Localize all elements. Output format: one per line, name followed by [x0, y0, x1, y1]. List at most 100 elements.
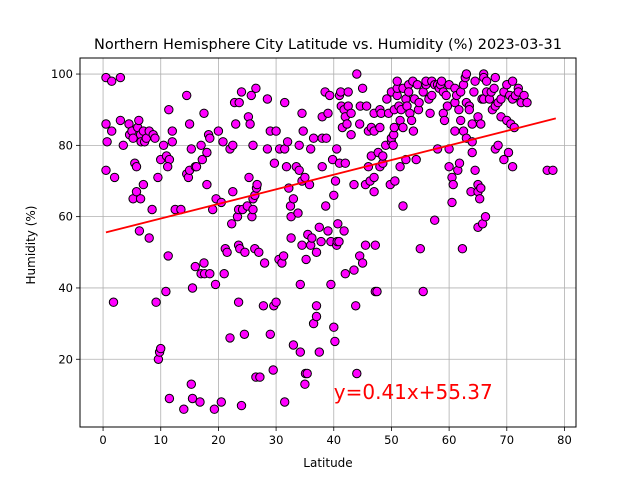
data-point [184, 119, 195, 129]
data-point [218, 137, 228, 147]
data-point [107, 76, 117, 86]
data-point [311, 247, 322, 258]
data-point [150, 133, 160, 143]
data-point [475, 194, 485, 204]
data-point [156, 343, 166, 354]
data-point [412, 80, 423, 90]
data-point [489, 83, 499, 94]
y-tick-label: 40 [58, 281, 73, 295]
data-point [308, 133, 319, 143]
data-point [294, 140, 304, 151]
x-tick-label: 60 [442, 433, 457, 447]
data-point [134, 226, 145, 236]
data-point [210, 279, 221, 290]
data-point [408, 126, 419, 136]
data-point [268, 365, 278, 375]
data-point [101, 165, 111, 176]
data-point [392, 76, 402, 86]
data-point [115, 115, 126, 126]
data-point [147, 204, 157, 215]
data-point [240, 247, 250, 258]
data-point [228, 140, 238, 151]
data-point [255, 372, 265, 382]
data-point [351, 301, 361, 311]
data-point [467, 119, 477, 129]
data-point [389, 122, 399, 133]
data-point [197, 154, 208, 165]
data-point [293, 208, 303, 218]
data-point [330, 336, 340, 347]
data-point [265, 329, 275, 339]
data-point [202, 179, 212, 190]
data-point [361, 101, 372, 111]
data-point [182, 90, 192, 101]
data-point [418, 286, 428, 297]
data-point [280, 397, 290, 407]
data-point [252, 179, 262, 190]
data-point [360, 240, 371, 250]
data-point [135, 194, 146, 204]
data-point [234, 97, 244, 108]
plot-frame [79, 57, 577, 428]
data-point [395, 162, 405, 172]
data-point [190, 261, 201, 272]
data-point [372, 286, 382, 297]
data-point [522, 97, 532, 108]
data-point [163, 162, 173, 172]
data-point [163, 251, 173, 261]
data-point [442, 101, 453, 111]
data-point [342, 119, 352, 129]
data-point [248, 140, 258, 151]
data-point [333, 219, 343, 229]
data-point [138, 179, 149, 190]
x-tick-label: 30 [269, 433, 284, 447]
data-point [464, 105, 474, 115]
data-points [101, 69, 558, 414]
data-point [254, 247, 264, 258]
data-point [295, 279, 305, 290]
data-point [297, 108, 307, 119]
data-point [213, 126, 224, 136]
data-point [339, 226, 349, 236]
data-point [316, 236, 326, 247]
data-point [346, 130, 356, 140]
data-point [454, 105, 464, 115]
data-point [321, 133, 331, 143]
data-point [414, 97, 424, 108]
data-point [251, 83, 261, 94]
data-point [195, 397, 205, 407]
data-point [134, 115, 144, 126]
data-point [382, 94, 392, 104]
data-point [179, 404, 189, 414]
data-point [378, 151, 388, 161]
data-point [108, 297, 119, 307]
data-point [259, 258, 270, 268]
data-point [231, 119, 241, 129]
data-point [355, 119, 365, 129]
data-point [161, 286, 171, 297]
data-point [317, 162, 327, 172]
data-point [109, 172, 120, 183]
data-point [271, 126, 281, 136]
data-point [153, 172, 163, 183]
data-point [199, 258, 209, 268]
data-point [280, 97, 290, 108]
data-point [269, 158, 280, 168]
data-point [302, 368, 312, 379]
data-point [370, 240, 380, 250]
x-tick-label: 40 [326, 433, 341, 447]
data-point [199, 108, 209, 119]
data-point [262, 144, 273, 154]
data-point [425, 108, 435, 119]
data-point [332, 144, 342, 154]
data-point [131, 162, 142, 172]
regression-line [105, 117, 557, 234]
data-point [415, 244, 425, 254]
data-point [118, 140, 129, 151]
data-point [448, 179, 458, 190]
data-point [278, 251, 289, 261]
y-tick-label: 20 [58, 352, 73, 366]
data-point [227, 219, 237, 229]
data-point [271, 297, 281, 307]
data-point [357, 83, 368, 94]
